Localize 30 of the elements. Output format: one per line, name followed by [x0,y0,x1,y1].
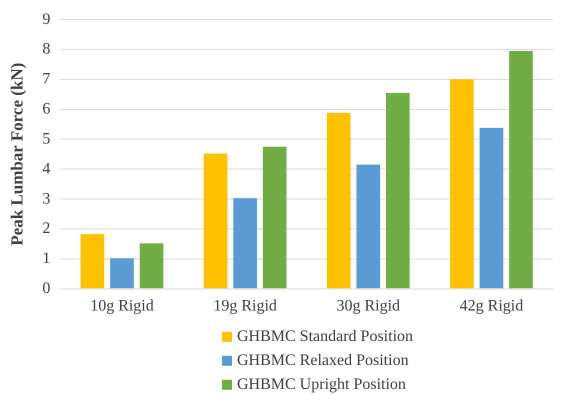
bar [80,234,104,288]
y-tick-label: 1 [42,250,50,268]
bar [140,243,164,288]
y-tick-label: 8 [42,40,50,58]
bar [204,154,228,288]
y-tick-label: 3 [42,190,50,208]
bar [509,51,533,288]
legend-label: GHBMC Standard Position [237,328,414,346]
bar [326,112,351,288]
bar [450,79,474,288]
legend-label: GHBMC Upright Position [237,376,406,394]
bar [386,92,410,288]
y-axis-title: Peak Lumbar Force (kN) [8,62,27,246]
y-tick-label: 2 [42,220,50,238]
x-tick-label: 30g Rigid [336,298,400,315]
y-tick-label: 5 [42,130,50,148]
x-tick-label: 42g Rigid [460,298,524,315]
bar [110,258,134,288]
y-tick-label: 9 [42,10,50,28]
y-tick-label: 0 [42,280,50,298]
bar [480,128,504,288]
bar [356,164,380,288]
y-tick-label: 7 [42,70,50,88]
bar [262,146,287,288]
y-tick-label: 6 [42,100,50,118]
legend-label: GHBMC Relaxed Position [237,352,409,370]
y-tick-label: 4 [42,160,50,178]
x-tick-label: 10g Rigid [90,298,154,315]
x-tick-label: 19g Rigid [213,298,277,315]
bar [233,198,257,288]
